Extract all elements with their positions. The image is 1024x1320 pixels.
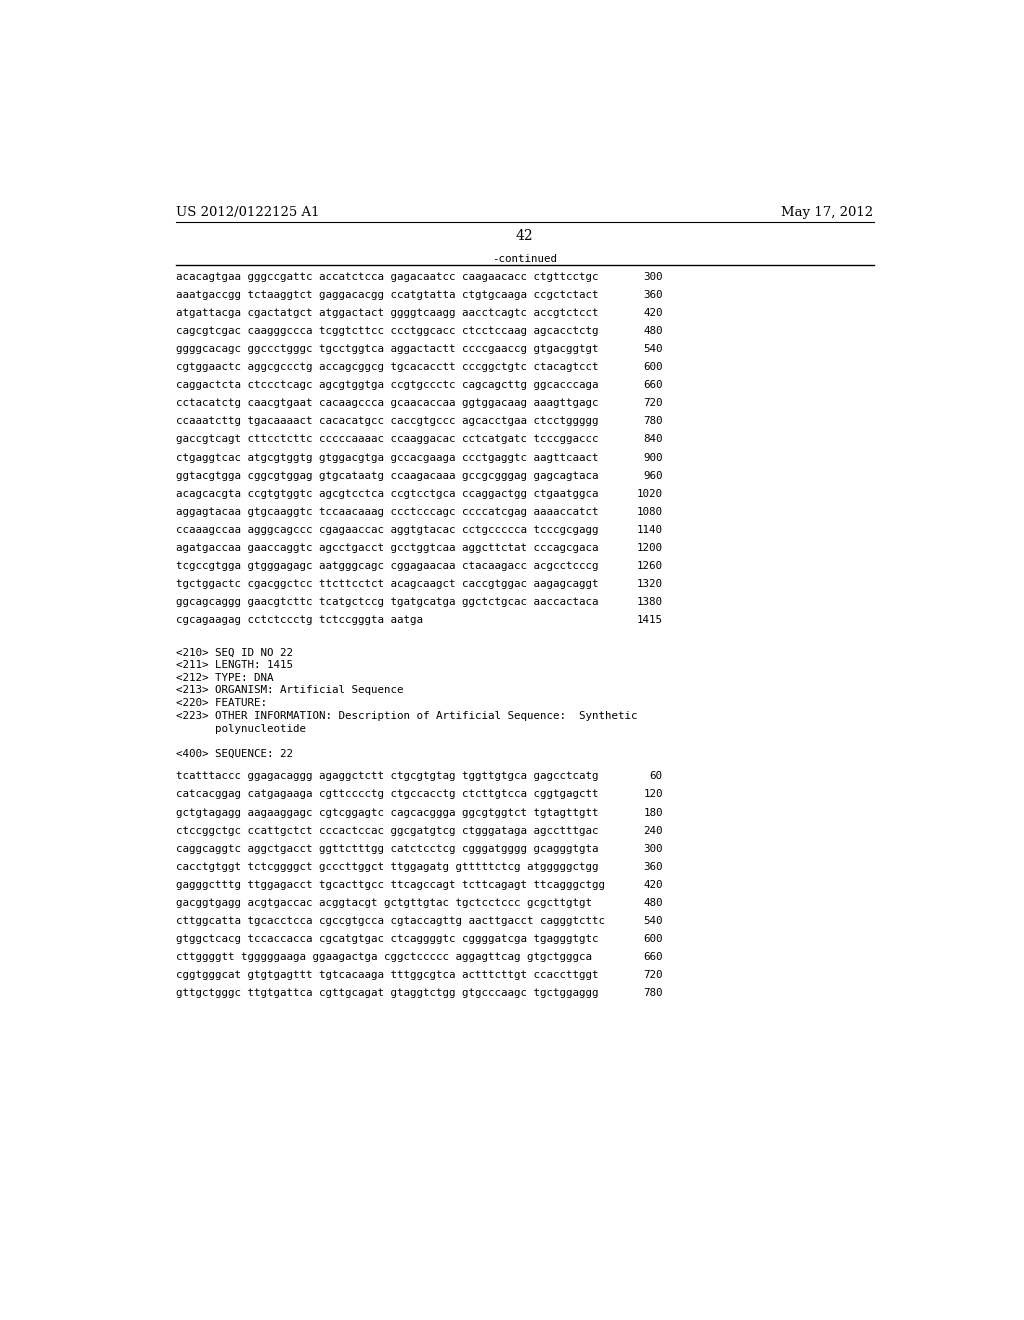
Text: gagggctttg ttggagacct tgcacttgcc ttcagccagt tcttcagagt ttcagggctgg: gagggctttg ttggagacct tgcacttgcc ttcagcc… xyxy=(176,880,605,890)
Text: caggcaggtc aggctgacct ggttctttgg catctcctcg cgggatgggg gcagggtgta: caggcaggtc aggctgacct ggttctttgg catctcc… xyxy=(176,843,599,854)
Text: aaatgaccgg tctaaggtct gaggacacgg ccatgtatta ctgtgcaaga ccgctctact: aaatgaccgg tctaaggtct gaggacacgg ccatgta… xyxy=(176,289,599,300)
Text: gttgctgggc ttgtgattca cgttgcagat gtaggtctgg gtgcccaagc tgctggaggg: gttgctgggc ttgtgattca cgttgcagat gtaggtc… xyxy=(176,989,599,998)
Text: ggtacgtgga cggcgtggag gtgcataatg ccaagacaaa gccgcgggag gagcagtaca: ggtacgtgga cggcgtggag gtgcataatg ccaagac… xyxy=(176,471,599,480)
Text: cgtggaactc aggcgccctg accagcggcg tgcacacctt cccggctgtc ctacagtcct: cgtggaactc aggcgccctg accagcggcg tgcacac… xyxy=(176,362,599,372)
Text: caggactcta ctccctcagc agcgtggtga ccgtgccctc cagcagcttg ggcacccaga: caggactcta ctccctcagc agcgtggtga ccgtgcc… xyxy=(176,380,599,391)
Text: tcatttaccc ggagacaggg agaggctctt ctgcgtgtag tggttgtgca gagcctcatg: tcatttaccc ggagacaggg agaggctctt ctgcgtg… xyxy=(176,771,599,781)
Text: 42: 42 xyxy=(516,230,534,243)
Text: <400> SEQUENCE: 22: <400> SEQUENCE: 22 xyxy=(176,748,293,759)
Text: 480: 480 xyxy=(643,898,663,908)
Text: cttggcatta tgcacctcca cgccgtgcca cgtaccagttg aacttgacct cagggtcttc: cttggcatta tgcacctcca cgccgtgcca cgtacca… xyxy=(176,916,605,927)
Text: gtggctcacg tccaccacca cgcatgtgac ctcaggggtc cggggatcga tgagggtgtc: gtggctcacg tccaccacca cgcatgtgac ctcaggg… xyxy=(176,935,599,944)
Text: gaccgtcagt cttcctcttc cccccaaaac ccaaggacac cctcatgatc tcccggaccc: gaccgtcagt cttcctcttc cccccaaaac ccaagga… xyxy=(176,434,599,445)
Text: 120: 120 xyxy=(643,789,663,800)
Text: <211> LENGTH: 1415: <211> LENGTH: 1415 xyxy=(176,660,293,671)
Text: 600: 600 xyxy=(643,935,663,944)
Text: ggcagcaggg gaacgtcttc tcatgctccg tgatgcatga ggctctgcac aaccactaca: ggcagcaggg gaacgtcttc tcatgctccg tgatgca… xyxy=(176,598,599,607)
Text: <212> TYPE: DNA: <212> TYPE: DNA xyxy=(176,673,273,682)
Text: 1080: 1080 xyxy=(637,507,663,517)
Text: gctgtagagg aagaaggagc cgtcggagtc cagcacggga ggcgtggtct tgtagttgtt: gctgtagagg aagaaggagc cgtcggagtc cagcacg… xyxy=(176,808,599,817)
Text: cacctgtggt tctcggggct gcccttggct ttggagatg gtttttctcg atgggggctgg: cacctgtggt tctcggggct gcccttggct ttggaga… xyxy=(176,862,599,871)
Text: polynucleotide: polynucleotide xyxy=(176,723,306,734)
Text: <210> SEQ ID NO 22: <210> SEQ ID NO 22 xyxy=(176,647,293,657)
Text: 1020: 1020 xyxy=(637,488,663,499)
Text: <220> FEATURE:: <220> FEATURE: xyxy=(176,698,267,708)
Text: ctgaggtcac atgcgtggtg gtggacgtga gccacgaaga ccctgaggtc aagttcaact: ctgaggtcac atgcgtggtg gtggacgtga gccacga… xyxy=(176,453,599,462)
Text: 960: 960 xyxy=(643,471,663,480)
Text: atgattacga cgactatgct atggactact ggggtcaagg aacctcagtc accgtctcct: atgattacga cgactatgct atggactact ggggtca… xyxy=(176,308,599,318)
Text: ccaaatcttg tgacaaaact cacacatgcc caccgtgccc agcacctgaa ctcctggggg: ccaaatcttg tgacaaaact cacacatgcc caccgtg… xyxy=(176,416,599,426)
Text: agatgaccaa gaaccaggtc agcctgacct gcctggtcaa aggcttctat cccagcgaca: agatgaccaa gaaccaggtc agcctgacct gcctggt… xyxy=(176,543,599,553)
Text: 1320: 1320 xyxy=(637,579,663,589)
Text: aggagtacaa gtgcaaggtc tccaacaaag ccctcccagc ccccatcgag aaaaccatct: aggagtacaa gtgcaaggtc tccaacaaag ccctccc… xyxy=(176,507,599,517)
Text: cctacatctg caacgtgaat cacaagccca gcaacaccaa ggtggacaag aaagttgagc: cctacatctg caacgtgaat cacaagccca gcaacac… xyxy=(176,399,599,408)
Text: cttggggtt tgggggaaga ggaagactga cggctccccc aggagttcag gtgctgggca: cttggggtt tgggggaaga ggaagactga cggctccc… xyxy=(176,952,592,962)
Text: 60: 60 xyxy=(650,771,663,781)
Text: 480: 480 xyxy=(643,326,663,335)
Text: May 17, 2012: May 17, 2012 xyxy=(781,206,873,219)
Text: <213> ORGANISM: Artificial Sequence: <213> ORGANISM: Artificial Sequence xyxy=(176,685,403,696)
Text: acagcacgta ccgtgtggtc agcgtcctca ccgtcctgca ccaggactgg ctgaatggca: acagcacgta ccgtgtggtc agcgtcctca ccgtcct… xyxy=(176,488,599,499)
Text: 840: 840 xyxy=(643,434,663,445)
Text: <223> OTHER INFORMATION: Description of Artificial Sequence:  Synthetic: <223> OTHER INFORMATION: Description of … xyxy=(176,711,638,721)
Text: 720: 720 xyxy=(643,970,663,981)
Text: tcgccgtgga gtgggagagc aatgggcagc cggagaacaa ctacaagacc acgcctcccg: tcgccgtgga gtgggagagc aatgggcagc cggagaa… xyxy=(176,561,599,572)
Text: 780: 780 xyxy=(643,416,663,426)
Text: 240: 240 xyxy=(643,825,663,836)
Text: catcacggag catgagaaga cgttcccctg ctgccacctg ctcttgtcca cggtgagctt: catcacggag catgagaaga cgttcccctg ctgccac… xyxy=(176,789,599,800)
Text: 660: 660 xyxy=(643,380,663,391)
Text: cagcgtcgac caagggccca tcggtcttcc ccctggcacc ctcctccaag agcacctctg: cagcgtcgac caagggccca tcggtcttcc ccctggc… xyxy=(176,326,599,335)
Text: ggggcacagc ggccctgggc tgcctggtca aggactactt ccccgaaccg gtgacggtgt: ggggcacagc ggccctgggc tgcctggtca aggacta… xyxy=(176,345,599,354)
Text: 180: 180 xyxy=(643,808,663,817)
Text: gacggtgagg acgtgaccac acggtacgt gctgttgtac tgctcctccc gcgcttgtgt: gacggtgagg acgtgaccac acggtacgt gctgttgt… xyxy=(176,898,592,908)
Text: 720: 720 xyxy=(643,399,663,408)
Text: cggtgggcat gtgtgagttt tgtcacaaga tttggcgtca actttcttgt ccaccttggt: cggtgggcat gtgtgagttt tgtcacaaga tttggcg… xyxy=(176,970,599,981)
Text: ccaaagccaa agggcagccc cgagaaccac aggtgtacac cctgccccca tcccgcgagg: ccaaagccaa agggcagccc cgagaaccac aggtgta… xyxy=(176,525,599,535)
Text: 360: 360 xyxy=(643,289,663,300)
Text: 600: 600 xyxy=(643,362,663,372)
Text: 540: 540 xyxy=(643,916,663,927)
Text: 1415: 1415 xyxy=(637,615,663,626)
Text: 1140: 1140 xyxy=(637,525,663,535)
Text: 300: 300 xyxy=(643,843,663,854)
Text: 780: 780 xyxy=(643,989,663,998)
Text: 420: 420 xyxy=(643,308,663,318)
Text: 660: 660 xyxy=(643,952,663,962)
Text: US 2012/0122125 A1: US 2012/0122125 A1 xyxy=(176,206,319,219)
Text: 900: 900 xyxy=(643,453,663,462)
Text: 360: 360 xyxy=(643,862,663,871)
Text: tgctggactc cgacggctcc ttcttcctct acagcaagct caccgtggac aagagcaggt: tgctggactc cgacggctcc ttcttcctct acagcaa… xyxy=(176,579,599,589)
Text: 1380: 1380 xyxy=(637,598,663,607)
Text: 1200: 1200 xyxy=(637,543,663,553)
Text: 540: 540 xyxy=(643,345,663,354)
Text: 1260: 1260 xyxy=(637,561,663,572)
Text: cgcagaagag cctctccctg tctccgggta aatga: cgcagaagag cctctccctg tctccgggta aatga xyxy=(176,615,423,626)
Text: acacagtgaa gggccgattc accatctcca gagacaatcc caagaacacc ctgttcctgc: acacagtgaa gggccgattc accatctcca gagacaa… xyxy=(176,272,599,281)
Text: -continued: -continued xyxy=(493,253,557,264)
Text: ctccggctgc ccattgctct cccactccac ggcgatgtcg ctgggataga agcctttgac: ctccggctgc ccattgctct cccactccac ggcgatg… xyxy=(176,825,599,836)
Text: 300: 300 xyxy=(643,272,663,281)
Text: 420: 420 xyxy=(643,880,663,890)
